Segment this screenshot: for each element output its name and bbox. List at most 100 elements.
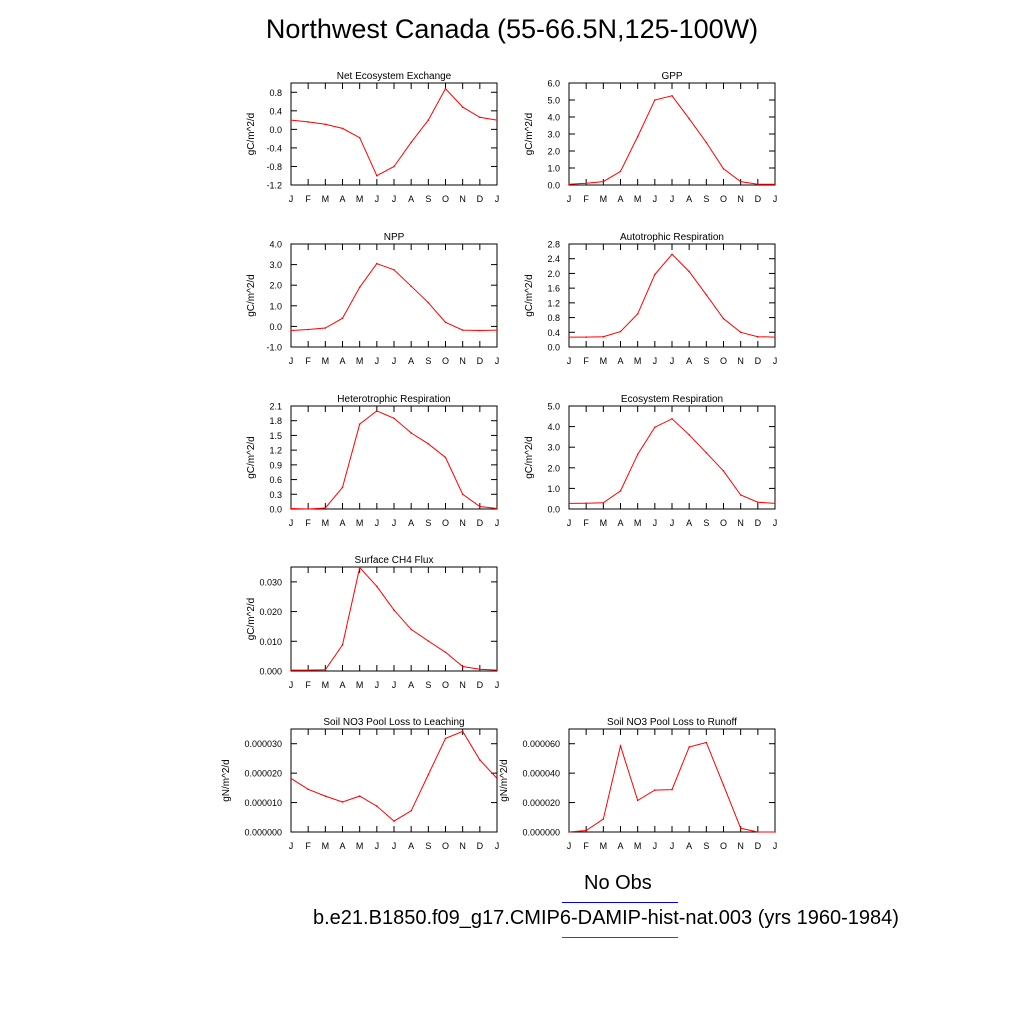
soil-no3-pool-loss-to-leaching-xtick-label: A <box>339 841 345 851</box>
soil-no3-pool-loss-to-leaching-xtick-label: N <box>459 841 466 851</box>
surface-ch4-flux-xtick-label: O <box>442 680 449 690</box>
ecosystem-respiration-xtick-label: S <box>703 518 709 528</box>
heterotrophic-respiration-point <box>307 508 309 510</box>
npp-xtick-label: M <box>322 356 330 366</box>
autotrophic-respiration-xtick-label: N <box>737 356 744 366</box>
heterotrophic-respiration-ylabel: gC/m^2/d <box>246 436 257 479</box>
surface-ch4-flux-ylabel: gC/m^2/d <box>246 598 257 641</box>
soil-no3-pool-loss-to-runoff-xtick-label: M <box>634 841 642 851</box>
soil-no3-pool-loss-to-leaching-point <box>307 788 309 791</box>
surface-ch4-flux-xtick-label: J <box>495 680 500 690</box>
ecosystem-respiration-ylabel: gC/m^2/d <box>524 436 535 479</box>
autotrophic-respiration-point <box>654 273 656 276</box>
soil-no3-pool-loss-to-leaching-point <box>324 795 327 797</box>
npp-xtick-label: J <box>392 356 397 366</box>
ecosystem-respiration-ytick-label: 3.0 <box>547 443 560 453</box>
surface-ch4-flux-ytick-label: 0.020 <box>259 607 282 617</box>
npp-series-line <box>290 263 498 332</box>
soil-no3-pool-loss-to-runoff-point <box>654 789 656 791</box>
npp-xtick-label: J <box>495 356 500 366</box>
ecosystem-respiration-xtick-label: J <box>670 518 675 528</box>
net-ecosystem-exchange-point <box>393 165 395 168</box>
autotrophic-respiration-ytick-label: 2.8 <box>547 240 560 250</box>
gpp-ytick-label: 6.0 <box>547 79 560 89</box>
npp-ytick-label: 4.0 <box>269 240 282 250</box>
heterotrophic-respiration-title: Heterotrophic Respiration <box>337 394 450 405</box>
heterotrophic-respiration-xtick-label: N <box>459 518 466 528</box>
ecosystem-respiration-xtick-label: M <box>600 518 608 528</box>
gpp-xtick-label: J <box>653 194 658 204</box>
gpp-xtick-label: D <box>755 194 762 204</box>
npp-point <box>358 286 361 289</box>
net-ecosystem-exchange-xtick-label: J <box>392 194 397 204</box>
gpp-point <box>688 117 690 120</box>
ecosystem-respiration-frame <box>568 405 776 510</box>
npp-point <box>307 328 309 331</box>
net-ecosystem-exchange-xtick-label: N <box>459 194 466 204</box>
gpp-xtick-label: M <box>634 194 642 204</box>
net-ecosystem-exchange-xtick-label: A <box>408 194 414 204</box>
soil-no3-pool-loss-to-runoff-point <box>585 829 587 832</box>
surface-ch4-flux-point <box>461 665 464 668</box>
autotrophic-respiration-xtick-label: O <box>720 356 727 366</box>
soil-no3-pool-loss-to-leaching-xtick-label: M <box>322 841 330 851</box>
gpp-point <box>722 168 725 170</box>
gpp-title: GPP <box>661 71 682 82</box>
surface-ch4-flux-series-line <box>291 566 498 671</box>
soil-no3-pool-loss-to-runoff-xtick-label: J <box>567 841 572 851</box>
legend-model-label: b.e21.B1850.f09_g17.CMIP6-DAMIP-hist-nat… <box>313 907 899 929</box>
heterotrophic-respiration-point <box>410 432 412 434</box>
ecosystem-respiration-point <box>654 426 656 429</box>
gpp-xtick-label: M <box>600 194 608 204</box>
npp-xtick-label: O <box>442 356 449 366</box>
autotrophic-respiration-ytick-label: 0.8 <box>547 313 560 323</box>
heterotrophic-respiration-point <box>290 507 292 510</box>
soil-no3-pool-loss-to-leaching-point <box>341 801 344 803</box>
heterotrophic-respiration-series-line <box>290 410 498 510</box>
heterotrophic-respiration-xtick-label: M <box>322 518 330 528</box>
gpp-point <box>671 94 673 97</box>
ecosystem-respiration-point <box>619 490 622 492</box>
net-ecosystem-exchange-ytick-label: -1.2 <box>266 181 282 191</box>
soil-no3-pool-loss-to-leaching-xtick-label: S <box>425 841 431 851</box>
net-ecosystem-exchange-xtick-label: J <box>289 194 294 204</box>
soil-no3-pool-loss-to-leaching-ytick-label: 0.000000 <box>244 828 282 838</box>
soil-no3-pool-loss-to-leaching-xtick-label: O <box>442 841 449 851</box>
surface-ch4-flux-xtick-label: M <box>322 680 330 690</box>
gpp-ytick-label: 1.0 <box>547 164 560 174</box>
npp-point <box>290 329 292 332</box>
soil-no3-pool-loss-to-runoff-xtick-label: N <box>737 841 744 851</box>
heterotrophic-respiration-xtick-label: J <box>392 518 397 528</box>
heterotrophic-respiration-frame <box>290 405 498 510</box>
ecosystem-respiration-title: Ecosystem Respiration <box>621 394 723 405</box>
net-ecosystem-exchange-xtick-label: A <box>339 194 345 204</box>
soil-no3-pool-loss-to-runoff-point <box>774 831 776 833</box>
net-ecosystem-exchange-point <box>496 119 498 121</box>
npp-ytick-label: 2.0 <box>269 281 282 291</box>
autotrophic-respiration-xtick-label: M <box>600 356 608 366</box>
heterotrophic-respiration-point <box>479 505 481 508</box>
soil-no3-pool-loss-to-leaching-point <box>479 759 481 761</box>
npp-point <box>479 329 481 332</box>
autotrophic-respiration-point <box>774 336 776 338</box>
gpp-xtick-label: S <box>703 194 709 204</box>
soil-no3-pool-loss-to-leaching-xtick-label: D <box>477 841 484 851</box>
legend-model-swatch <box>562 937 678 938</box>
heterotrophic-respiration-point <box>376 410 378 412</box>
net-ecosystem-exchange-title: Net Ecosystem Exchange <box>337 71 452 82</box>
net-ecosystem-exchange-ytick-label: 0.0 <box>269 125 282 135</box>
soil-no3-pool-loss-to-leaching-xtick-label: J <box>375 841 380 851</box>
soil-no3-pool-loss-to-leaching-point <box>358 795 361 797</box>
net-ecosystem-exchange-xtick-label: F <box>305 194 311 204</box>
heterotrophic-respiration-xtick-label: M <box>356 518 364 528</box>
ecosystem-respiration-ytick-label: 1.0 <box>547 484 560 494</box>
soil-no3-pool-loss-to-runoff-point <box>705 741 708 744</box>
soil-no3-pool-loss-to-leaching-point <box>496 777 498 780</box>
gpp-point <box>774 183 776 185</box>
surface-ch4-flux-title: Surface CH4 Flux <box>355 555 434 566</box>
autotrophic-respiration-xtick-label: J <box>653 356 658 366</box>
